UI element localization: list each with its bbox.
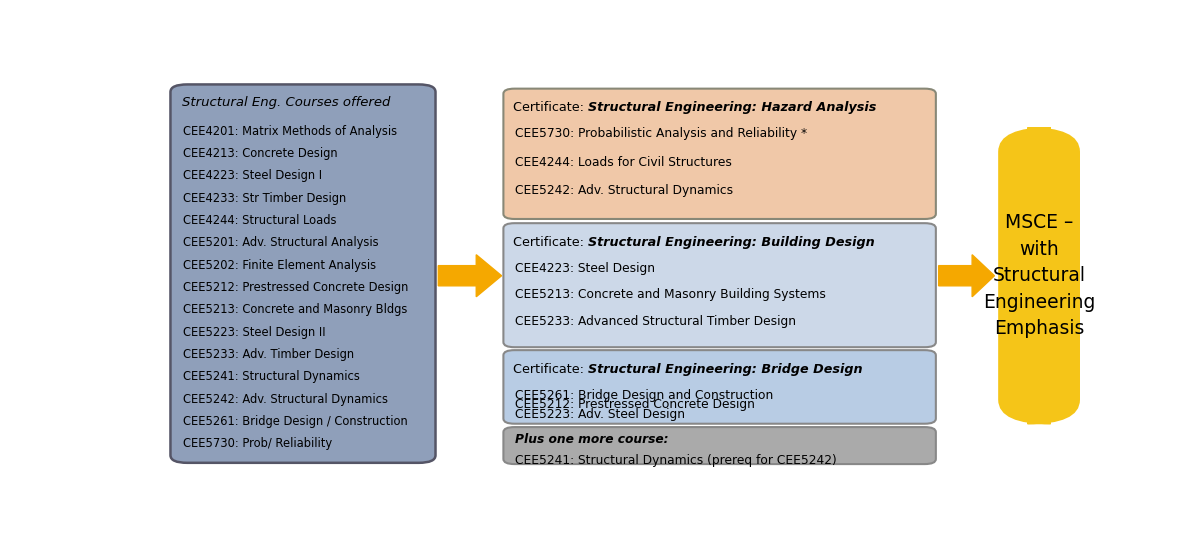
Text: CEE5223: Steel Design II: CEE5223: Steel Design II [184, 325, 326, 339]
Text: Certificate:: Certificate: [512, 363, 588, 376]
Text: CEE5213: Concrete and Masonry Building Systems: CEE5213: Concrete and Masonry Building S… [515, 288, 826, 301]
Text: CEE5212: Prestressed Concrete Design: CEE5212: Prestressed Concrete Design [515, 399, 755, 411]
Text: CEE5233: Advanced Structural Timber Design: CEE5233: Advanced Structural Timber Desi… [515, 314, 796, 328]
Text: CEE4223: Steel Design I: CEE4223: Steel Design I [184, 169, 323, 182]
Polygon shape [438, 254, 502, 297]
Text: CEE4223: Steel Design: CEE4223: Steel Design [515, 262, 654, 275]
Text: CEE5201: Adv. Structural Analysis: CEE5201: Adv. Structural Analysis [184, 236, 379, 250]
Text: CEE5261: Bridge Design / Construction: CEE5261: Bridge Design / Construction [184, 415, 408, 428]
Polygon shape [938, 254, 995, 297]
Text: CEE4244: Loads for Civil Structures: CEE4244: Loads for Civil Structures [515, 156, 732, 169]
Text: Structural Engineering: Building Design: Structural Engineering: Building Design [588, 236, 875, 249]
Text: CEE5730: Probabilistic Analysis and Reliability *: CEE5730: Probabilistic Analysis and Reli… [515, 127, 806, 140]
Text: CEE5223: Adv. Steel Design: CEE5223: Adv. Steel Design [515, 408, 684, 421]
Text: Structural Engineering: Hazard Analysis: Structural Engineering: Hazard Analysis [588, 101, 876, 114]
Text: CEE5233: Adv. Timber Design: CEE5233: Adv. Timber Design [184, 348, 355, 361]
Text: Plus one more course:: Plus one more course: [515, 434, 668, 447]
Text: CEE4233: Str Timber Design: CEE4233: Str Timber Design [184, 192, 347, 205]
Text: Certificate:: Certificate: [512, 101, 588, 114]
FancyBboxPatch shape [504, 350, 936, 424]
Text: CEE5213: Concrete and Masonry Bldgs: CEE5213: Concrete and Masonry Bldgs [184, 303, 408, 316]
Text: Structural Engineering: Bridge Design: Structural Engineering: Bridge Design [588, 363, 863, 376]
Text: CEE5241: Structural Dynamics: CEE5241: Structural Dynamics [184, 370, 360, 383]
Text: CEE4201: Matrix Methods of Analysis: CEE4201: Matrix Methods of Analysis [184, 125, 397, 138]
FancyBboxPatch shape [170, 85, 436, 463]
Text: Structural Eng. Courses offered: Structural Eng. Courses offered [181, 96, 390, 109]
Text: CEE5202: Finite Element Analysis: CEE5202: Finite Element Analysis [184, 259, 377, 272]
Text: MSCE –
with
Structural
Engineering
Emphasis: MSCE – with Structural Engineering Empha… [983, 213, 1096, 338]
Text: CEE5212: Prestressed Concrete Design: CEE5212: Prestressed Concrete Design [184, 281, 409, 294]
FancyBboxPatch shape [504, 427, 936, 464]
Text: CEE5242: Adv. Structural Dynamics: CEE5242: Adv. Structural Dynamics [515, 184, 733, 197]
Text: CEE5242: Adv. Structural Dynamics: CEE5242: Adv. Structural Dynamics [184, 393, 389, 406]
FancyBboxPatch shape [1000, 128, 1079, 423]
Text: Certificate:: Certificate: [512, 236, 588, 249]
Text: CEE5241: Structural Dynamics (prereq for CEE5242): CEE5241: Structural Dynamics (prereq for… [515, 454, 836, 467]
Text: CEE4213: Concrete Design: CEE4213: Concrete Design [184, 147, 338, 160]
Text: CEE4244: Structural Loads: CEE4244: Structural Loads [184, 214, 337, 227]
FancyBboxPatch shape [504, 88, 936, 219]
Text: CEE5730: Prob/ Reliability: CEE5730: Prob/ Reliability [184, 437, 332, 450]
Text: CEE5261: Bridge Design and Construction: CEE5261: Bridge Design and Construction [515, 389, 773, 402]
FancyBboxPatch shape [504, 223, 936, 347]
